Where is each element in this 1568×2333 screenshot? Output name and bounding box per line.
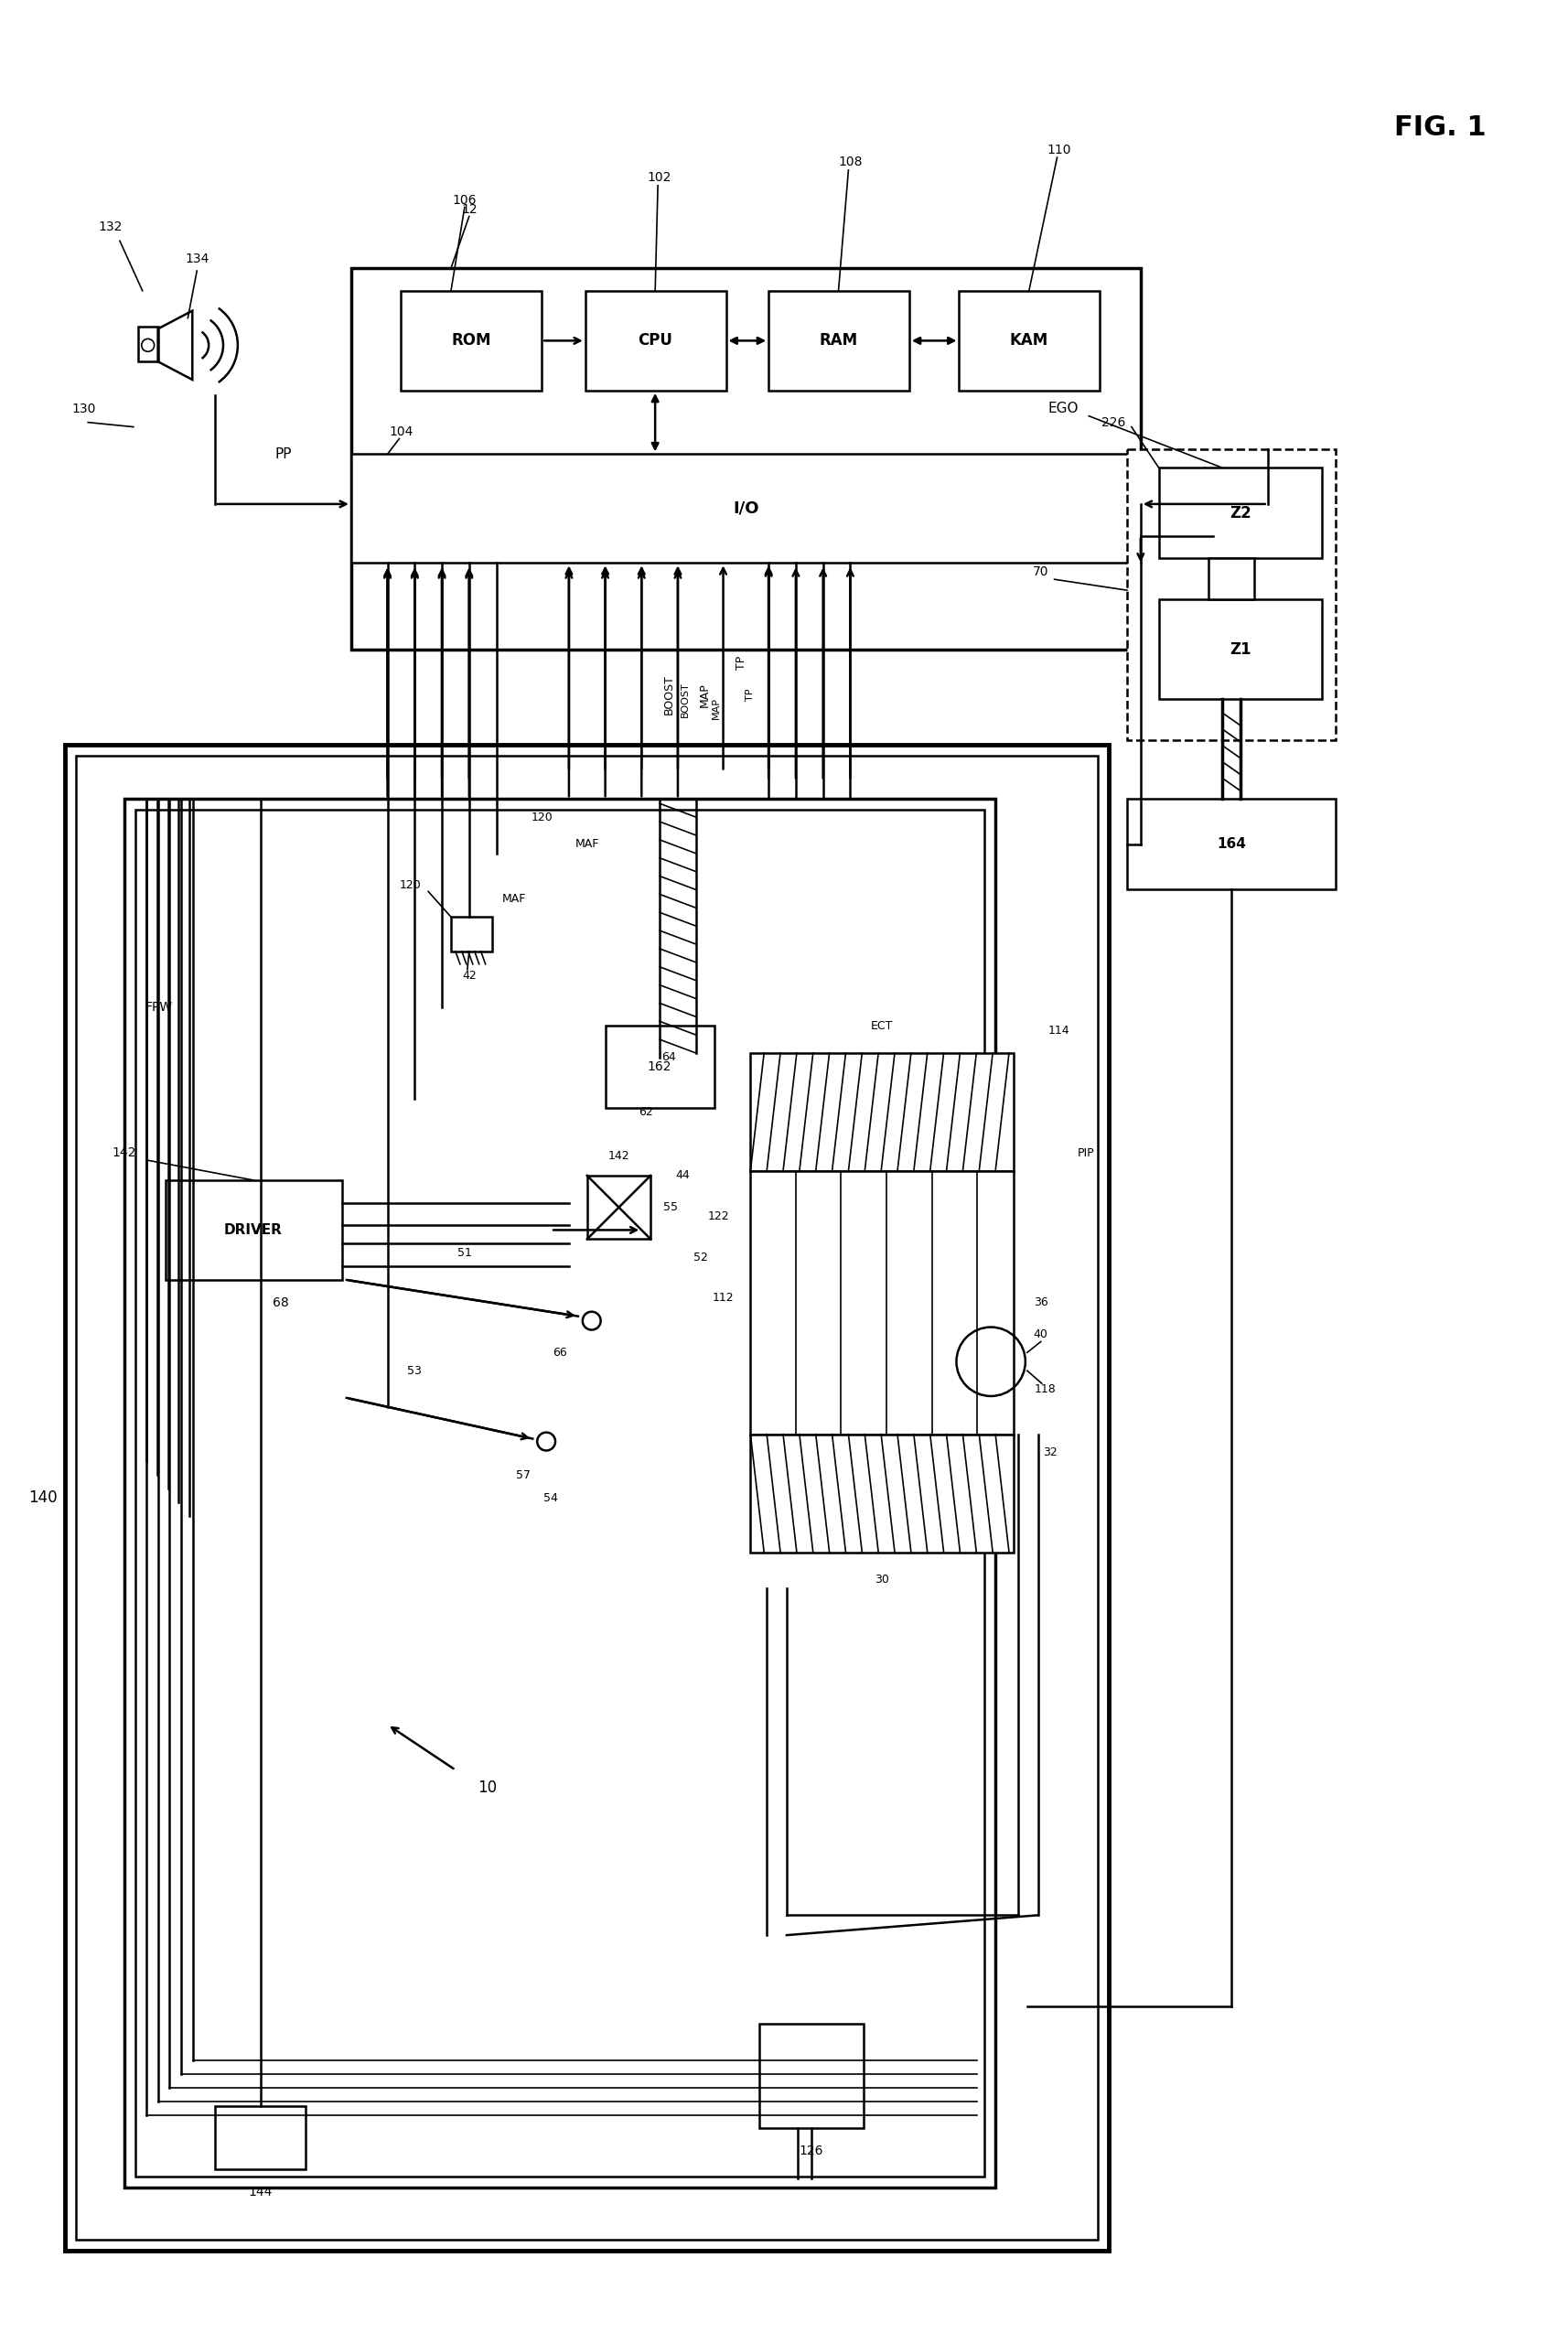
Text: 126: 126 — [798, 2144, 823, 2158]
Text: 40: 40 — [1033, 1327, 1047, 1341]
Bar — [585, 292, 726, 390]
Bar — [138, 327, 158, 362]
Bar — [958, 292, 1099, 390]
Bar — [1126, 450, 1334, 740]
Text: 140: 140 — [28, 1488, 56, 1507]
Text: FPW: FPW — [144, 1001, 172, 1015]
Text: 162: 162 — [648, 1059, 671, 1073]
Bar — [351, 268, 1140, 649]
Bar — [750, 1171, 1013, 1435]
Text: BOOST: BOOST — [681, 681, 690, 716]
Text: 118: 118 — [1033, 1383, 1055, 1395]
Text: 30: 30 — [875, 1572, 889, 1586]
Text: 44: 44 — [674, 1169, 690, 1180]
Text: 120: 120 — [530, 812, 552, 824]
Text: TP: TP — [735, 656, 746, 670]
Text: 102: 102 — [648, 170, 671, 184]
Text: 54: 54 — [543, 1491, 558, 1505]
Bar — [66, 744, 1109, 2251]
Text: 104: 104 — [389, 425, 412, 439]
Bar — [1159, 467, 1322, 558]
Text: 144: 144 — [248, 2186, 273, 2198]
Text: 106: 106 — [452, 194, 477, 205]
Text: 112: 112 — [712, 1292, 734, 1304]
Text: MAF: MAF — [575, 838, 599, 849]
Bar — [77, 756, 1098, 2240]
Text: 12: 12 — [461, 203, 477, 215]
Text: MAP: MAP — [699, 681, 710, 707]
Text: 142: 142 — [113, 1146, 136, 1160]
Bar — [165, 1180, 342, 1281]
Text: I/O: I/O — [732, 499, 759, 518]
Text: 70: 70 — [1032, 565, 1047, 579]
Bar — [768, 292, 909, 390]
Text: Z2: Z2 — [1229, 504, 1251, 520]
Bar — [124, 798, 994, 2188]
Text: 130: 130 — [72, 401, 96, 415]
Text: 142: 142 — [608, 1150, 629, 1162]
Text: Z1: Z1 — [1229, 642, 1251, 658]
Text: 55: 55 — [663, 1201, 677, 1213]
Text: 51: 51 — [456, 1246, 472, 1260]
Text: KAM: KAM — [1010, 331, 1047, 350]
Text: PP: PP — [274, 448, 292, 462]
Text: DRIVER: DRIVER — [224, 1222, 282, 1236]
Bar — [135, 810, 985, 2177]
Text: 66: 66 — [552, 1346, 566, 1358]
Bar — [401, 292, 541, 390]
Bar — [605, 1027, 713, 1108]
Bar — [750, 1435, 1013, 1551]
Bar — [215, 2107, 306, 2170]
Text: 32: 32 — [1043, 1446, 1057, 1458]
Text: 108: 108 — [837, 156, 862, 168]
Text: FIG. 1: FIG. 1 — [1394, 114, 1485, 140]
Text: MAP: MAP — [710, 698, 720, 719]
Text: ROM: ROM — [450, 331, 491, 350]
Text: BOOST: BOOST — [662, 674, 674, 714]
Text: 164: 164 — [1217, 838, 1245, 852]
Text: EGO: EGO — [1047, 401, 1079, 415]
Text: 226: 226 — [1101, 415, 1124, 429]
Bar — [1126, 798, 1334, 889]
Text: 110: 110 — [1046, 145, 1071, 156]
Text: 36: 36 — [1033, 1297, 1047, 1309]
Text: RAM: RAM — [818, 331, 858, 350]
Text: 10: 10 — [477, 1780, 497, 1796]
Text: 132: 132 — [99, 222, 122, 233]
Text: 68: 68 — [273, 1297, 289, 1309]
Bar — [450, 917, 491, 952]
Bar — [1159, 600, 1322, 700]
Text: ECT: ECT — [870, 1020, 892, 1031]
Text: 52: 52 — [693, 1250, 707, 1262]
Text: 114: 114 — [1047, 1024, 1069, 1036]
Text: 57: 57 — [516, 1470, 530, 1481]
Text: 53: 53 — [408, 1365, 422, 1376]
Bar — [750, 1052, 1013, 1171]
Text: 62: 62 — [638, 1106, 652, 1118]
Text: 122: 122 — [707, 1211, 729, 1222]
Bar — [351, 455, 1140, 562]
Text: 64: 64 — [662, 1052, 676, 1064]
Text: 120: 120 — [398, 880, 420, 891]
Text: TP: TP — [745, 688, 754, 700]
Text: MAF: MAF — [502, 894, 527, 905]
Bar — [586, 1176, 651, 1239]
Text: 134: 134 — [185, 252, 209, 266]
Text: PIP: PIP — [1077, 1148, 1094, 1160]
Bar — [759, 2025, 864, 2128]
Text: 42: 42 — [461, 971, 477, 982]
Bar — [1207, 558, 1253, 600]
Text: CPU: CPU — [638, 331, 673, 350]
